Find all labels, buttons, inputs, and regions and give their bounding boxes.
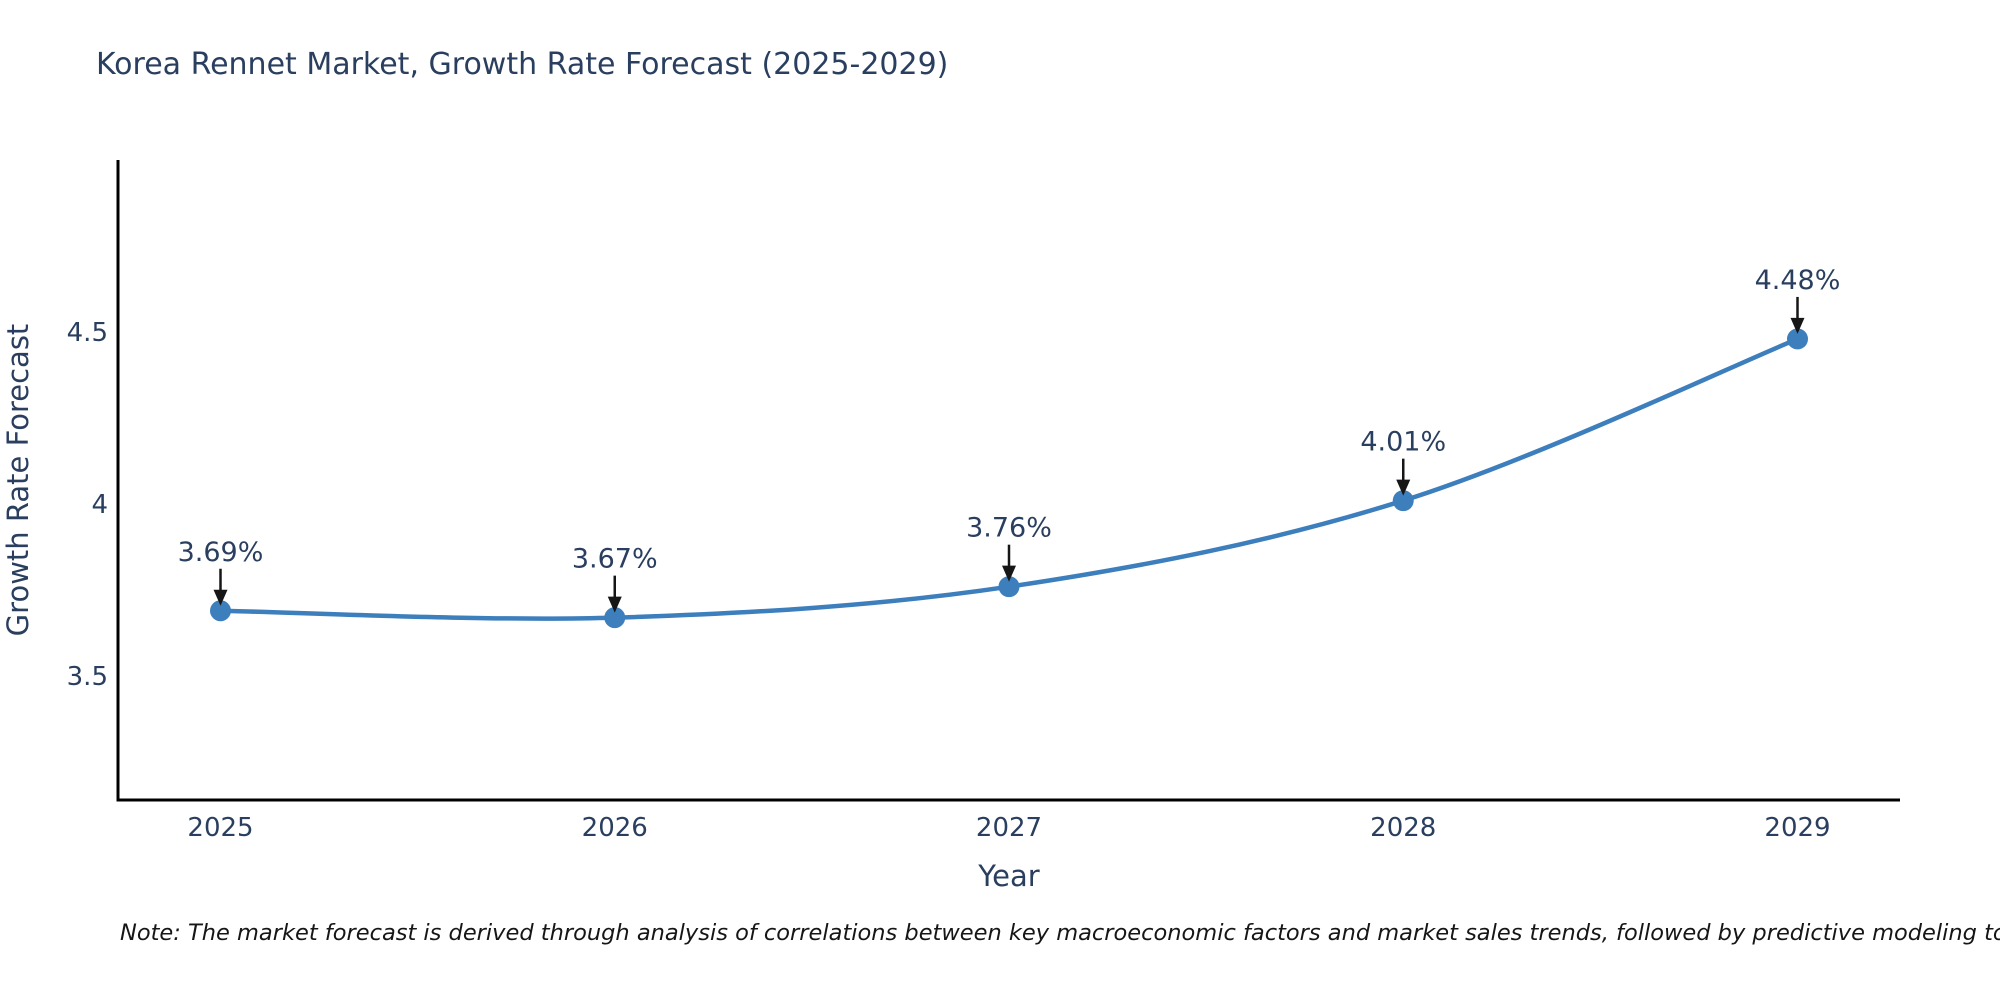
chart-title: Korea Rennet Market, Growth Rate Forecas… [96, 47, 949, 82]
y-tick-label: 4.5 [67, 318, 108, 348]
annotation-arrowhead-icon [1002, 565, 1016, 582]
footnote: Note: The market forecast is derived thr… [120, 920, 2000, 946]
y-tick-label: 3.5 [67, 662, 108, 692]
annotation-arrowhead-icon [213, 589, 228, 606]
x-tick-label: 2025 [187, 813, 253, 843]
y-tick-label: 4 [91, 490, 108, 520]
x-tick-label: 2026 [582, 813, 648, 843]
data-point [1392, 490, 1414, 512]
data-point [1786, 328, 1808, 350]
y-axis-title: Growth Rate Forecast [1, 324, 35, 637]
x-tick-label: 2029 [1764, 813, 1830, 843]
data-point-label: 4.48% [1755, 265, 1841, 296]
data-point-label: 3.67% [572, 544, 658, 575]
x-tick-label: 2027 [976, 813, 1042, 843]
data-point-label: 3.69% [178, 537, 264, 568]
annotation-arrowhead-icon [607, 596, 622, 613]
data-point-label: 3.76% [966, 513, 1052, 544]
data-point [604, 607, 626, 629]
x-tick-label: 2028 [1370, 813, 1436, 843]
data-point [998, 576, 1020, 598]
x-axis-title: Year [977, 859, 1039, 893]
annotation-arrowhead-icon [1396, 479, 1411, 496]
annotation-arrowhead-icon [1790, 317, 1805, 334]
data-point-label: 4.01% [1360, 427, 1446, 458]
data-point [210, 600, 232, 622]
